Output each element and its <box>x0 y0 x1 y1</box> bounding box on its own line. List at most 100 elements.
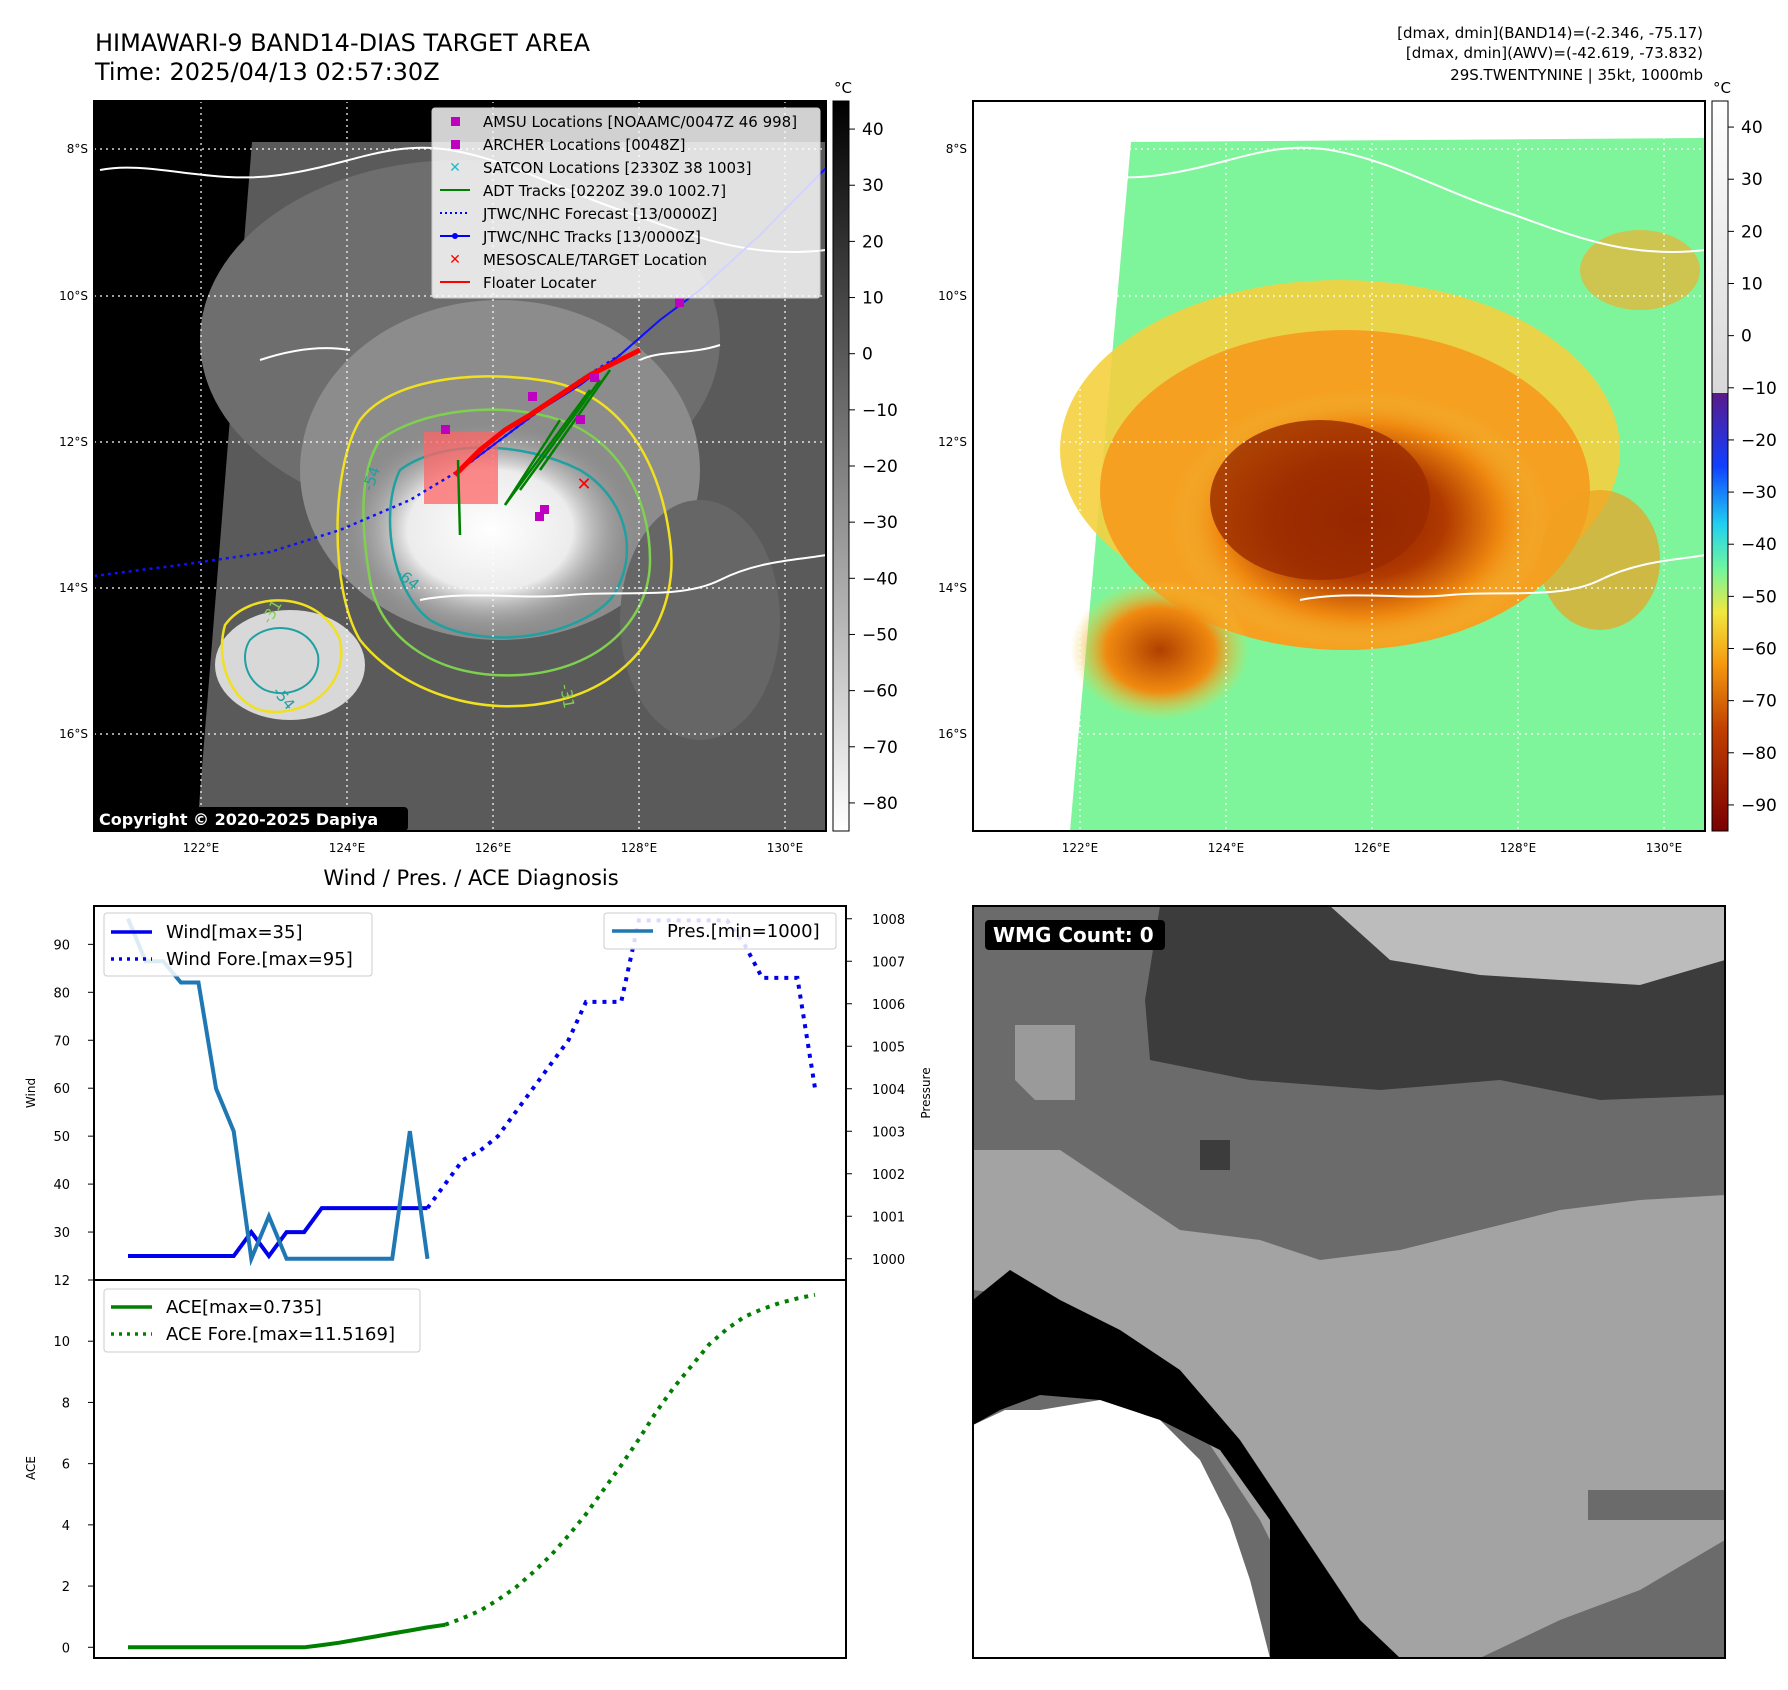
ir-lat-label: 8°S <box>67 142 88 156</box>
ir-contour-label: -31 <box>556 683 578 710</box>
colorbar-tick-label: −10 <box>1741 379 1777 399</box>
wind-pressure-chart: 30 40 50 60 70 80 90 1000 1001 1002 1003 1004 1005 10… <box>24 905 933 1281</box>
y-tick-label: 80 <box>53 986 70 1001</box>
colorbar-tick-label: −10 <box>862 401 898 421</box>
ir-satellite-panel: ✕ -54 -64 -31 -54 -31 Copyright © 2020-2… <box>59 79 898 855</box>
series-line-0 <box>128 1206 428 1260</box>
pressure-legend: Pres.[min=1000] <box>603 912 837 950</box>
ir-contour-green <box>362 408 652 677</box>
legend-target-icon: ✕ <box>449 252 461 268</box>
ir-contour-teal-west <box>244 627 320 695</box>
awv-colorbar: °C 40 30 20 10 0 −10 −20 −30 −40 −50 −60 −70 −80 −90 <box>1711 79 1777 832</box>
y-tick-label: 60 <box>53 1082 70 1097</box>
wmg-panel: WMG Count: 0 <box>972 905 1726 1659</box>
awv-lat-label: 16°S <box>938 727 967 741</box>
wmg-band-black <box>973 1270 1400 1658</box>
y-tick-label: 8 <box>62 1396 70 1411</box>
legend-label: SATCON Locations [2330Z 38 1003] <box>483 159 751 177</box>
colorbar-tick-label: 0 <box>862 345 873 365</box>
colorbar-tick-label: −40 <box>1741 535 1777 555</box>
legend-label: JTWC/NHC Forecast [13/0000Z] <box>482 205 717 223</box>
amsu-archer-markers <box>441 298 684 521</box>
colorbar-tick-label: −50 <box>1741 587 1777 607</box>
y-tick-label: 0 <box>62 1641 70 1656</box>
ir-legend: ✕ ✕ AMSU Locations [NOAAMC/0047Z 46 998]… <box>431 107 821 299</box>
ir-lat-label: 16°S <box>59 727 88 741</box>
awv-coastline-australia <box>1299 554 1705 601</box>
colorbar-tick-label: 10 <box>1741 275 1763 295</box>
y-tick-label: 30 <box>53 1226 70 1241</box>
colorbar-tick-label: −80 <box>862 794 898 814</box>
colorbar-tick-label: −20 <box>862 457 898 477</box>
y-tick-label: 70 <box>53 1034 70 1049</box>
colorbar-tick-label: 0 <box>1741 327 1752 347</box>
floater-locater-track <box>453 347 642 477</box>
awv-lon-label: 128°E <box>1500 841 1537 855</box>
figure-title-line1: HIMAWARI-9 BAND14-DIAS TARGET AREA <box>95 29 591 57</box>
y-right-tick-label: 1007 <box>872 955 905 970</box>
awv-colorbar-unit: °C <box>1713 79 1731 97</box>
colorbar-tick-label: −20 <box>1741 431 1777 451</box>
wind-forecast-legend-label: Wind Fore.[max=95] <box>166 949 353 970</box>
copyright-text: Copyright © 2020-2025 Dapiya <box>99 810 378 829</box>
copyright-badge <box>94 807 408 831</box>
ir-lat-label: 12°S <box>59 435 88 449</box>
legend-label: JTWC/NHC Tracks [13/0000Z] <box>482 228 701 246</box>
awv-lat-label: 14°S <box>938 581 967 595</box>
ace-legend: ACE[max=0.735] ACE Fore.[max=11.5169] <box>103 1288 421 1353</box>
ir-lat-label: 10°S <box>59 289 88 303</box>
colorbar-tick-label: −60 <box>862 682 898 702</box>
wind-legend: Wind[max=35] Wind Fore.[max=95] <box>103 912 373 977</box>
y-right-tick-label: 1004 <box>872 1083 905 1098</box>
ir-coastline-islands <box>259 344 721 361</box>
awv-lat-label: 8°S <box>946 142 967 156</box>
wmg-band-top-light <box>1330 906 1725 985</box>
y-right-tick-label: 1003 <box>872 1125 905 1140</box>
y-tick-label: 50 <box>53 1130 70 1145</box>
legend-tracks-dot-icon <box>452 233 458 239</box>
legend-archer-icon <box>451 140 460 149</box>
wmg-band-white <box>973 1400 1270 1658</box>
colorbar-tick-label: −70 <box>862 738 898 758</box>
colorbar-tick-label: 10 <box>862 289 884 309</box>
wmg-band-light <box>973 1150 1725 1658</box>
y-right-tick-label: 1005 <box>872 1040 905 1055</box>
wmg-count-badge <box>985 920 1165 950</box>
series-line-2 <box>126 917 430 1267</box>
legend-label: MESOSCALE/TARGET Location <box>483 251 707 269</box>
awv-lat-label: 12°S <box>938 435 967 449</box>
y-right-tick-label: 1006 <box>872 998 905 1013</box>
ir-lon-label: 128°E <box>621 841 658 855</box>
y-right-tick-label: 1000 <box>872 1253 905 1268</box>
colorbar-tick-label: −60 <box>1741 640 1777 660</box>
y-right-tick-label: 1001 <box>872 1210 905 1225</box>
ir-coastline-australia <box>419 554 826 601</box>
ir-lon-label: 124°E <box>329 841 366 855</box>
ace-forecast-legend-label: ACE Fore.[max=11.5169] <box>166 1324 395 1345</box>
wind-axis-label: Wind <box>24 1078 38 1108</box>
colorbar-tick-label: 20 <box>862 232 884 252</box>
ir-lat-label: 14°S <box>59 581 88 595</box>
wmg-count-label: WMG Count: 0 <box>993 923 1154 947</box>
pressure-legend-label: Pres.[min=1000] <box>667 921 820 942</box>
ace-axis-label: ACE <box>24 1456 38 1480</box>
stats-line1: [dmax, dmin](BAND14)=(-2.346, -75.17) <box>1397 24 1703 42</box>
figure-title-line2: Time: 2025/04/13 02:57:30Z <box>94 58 440 86</box>
y-tick-label: 2 <box>62 1580 70 1595</box>
legend-label: AMSU Locations [NOAAMC/0047Z 46 998] <box>483 113 797 131</box>
colorbar-tick-label: −80 <box>1741 744 1777 764</box>
series-line-0 <box>128 1622 446 1650</box>
y-tick-label: 10 <box>53 1335 70 1350</box>
ir-contour-yellow-west <box>220 599 343 714</box>
ir-colorbar: °C 40 30 20 10 0 −10 −20 −30 −40 −50 −60 −70 −80 <box>832 79 898 832</box>
ir-lon-label: 130°E <box>767 841 804 855</box>
y-tick-label: 4 <box>62 1519 70 1534</box>
legend-label: Floater Locater <box>483 274 597 292</box>
ir-lon-label: 122°E <box>183 841 220 855</box>
wind-legend-label: Wind[max=35] <box>166 922 303 943</box>
ir-contour-yellow <box>336 375 673 708</box>
wmg-patch-light <box>1015 1025 1075 1100</box>
ir-lon-label: 126°E <box>475 841 512 855</box>
colorbar-tick-label: −30 <box>1741 483 1777 503</box>
awv-satellite-panel: 122°E 124°E 126°E 128°E 130°E 8°S 10°S 1… <box>938 79 1777 855</box>
